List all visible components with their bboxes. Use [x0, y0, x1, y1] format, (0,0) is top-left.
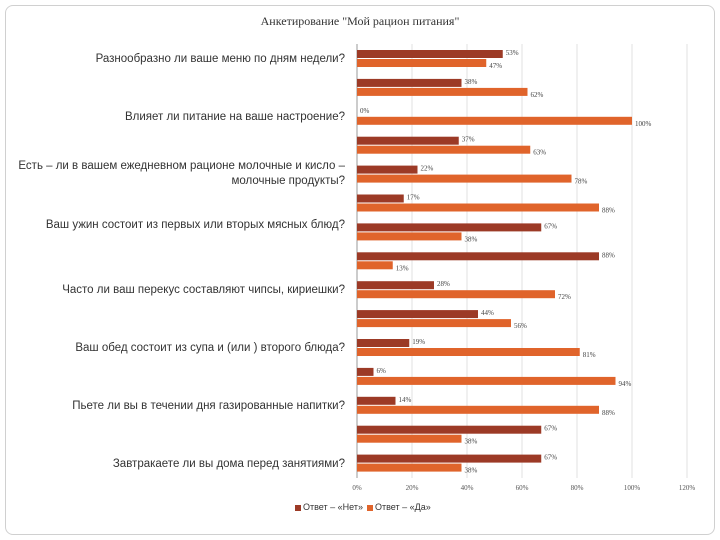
legend-item-yes: Ответ – «Да» — [366, 502, 431, 512]
bar-no — [357, 78, 462, 87]
bar-yes — [357, 59, 487, 67]
bar-no — [357, 396, 396, 405]
data-label-no: 53% — [506, 49, 519, 57]
question-label-4: Ваш ужин состоит из первых или вторых мя… — [45, 219, 345, 231]
data-label-yes: 78% — [575, 178, 588, 186]
data-label-no: 0% — [360, 107, 370, 115]
bar-yes — [357, 434, 462, 443]
data-label-no: 38% — [465, 78, 478, 86]
bar-no — [357, 339, 410, 347]
data-label-no: 67% — [544, 454, 557, 462]
data-label-yes: 94% — [619, 380, 632, 388]
bar-yes — [357, 348, 580, 356]
x-tick-label: 120% — [679, 484, 696, 492]
legend-swatch-yes — [366, 504, 373, 511]
data-label-yes: 88% — [602, 207, 615, 215]
data-label-no: 37% — [462, 136, 475, 144]
bar-yes — [357, 145, 531, 154]
question-label-5: Часто ли ваш перекус составляют чипсы, к… — [62, 284, 345, 296]
question-label-6: Ваш обед состоит из супа и (или ) второг… — [75, 342, 345, 354]
legend-swatch-no — [295, 504, 301, 511]
data-label-yes: 81% — [583, 351, 596, 359]
data-label-yes: 62% — [531, 91, 544, 99]
bar-no — [357, 136, 459, 145]
data-label-yes: 56% — [514, 322, 527, 330]
data-label-no: 67% — [544, 222, 557, 230]
question-label-2: Влияет ли питание на ваше настроение? — [124, 111, 345, 123]
x-tick-label: 0% — [352, 484, 362, 492]
data-label-no: 6% — [377, 367, 387, 375]
bar-no — [357, 50, 503, 58]
bar-no — [357, 194, 404, 203]
data-label-no: 28% — [437, 280, 450, 288]
question-label-8: Завтракаете ли вы дома перед занятиями? — [112, 458, 345, 470]
data-label-yes: 100% — [635, 120, 652, 128]
bar-no — [357, 281, 434, 290]
x-tick-label: 60% — [516, 484, 529, 492]
data-label-no: 17% — [407, 194, 420, 202]
data-label-no: 22% — [421, 165, 434, 173]
bar-yes — [357, 319, 511, 328]
bar-yes — [357, 405, 599, 414]
bar-yes — [357, 290, 555, 299]
bar-no — [357, 367, 374, 376]
question-label-3: Есть – ли в вашем ежедневном рационе мол… — [18, 160, 345, 187]
data-label-yes: 38% — [465, 438, 478, 446]
data-label-yes: 63% — [533, 149, 546, 157]
x-tick-label: 40% — [461, 484, 474, 492]
bar-no — [357, 425, 542, 434]
bar-yes — [357, 116, 632, 125]
bar-yes — [357, 261, 393, 270]
bar-no — [357, 223, 542, 232]
bar-no — [357, 252, 599, 261]
x-tick-label: 20% — [406, 484, 419, 492]
bar-yes — [357, 232, 462, 241]
bar-yes — [357, 203, 599, 212]
bar-no — [357, 310, 478, 319]
data-label-yes: 13% — [396, 264, 409, 272]
question-label-1: Разнообразно ли ваше меню по дням недели… — [95, 53, 345, 65]
data-label-yes: 38% — [465, 235, 478, 243]
x-tick-label: 80% — [571, 484, 584, 492]
bar-yes — [357, 463, 462, 472]
x-tick-label: 100% — [624, 484, 641, 492]
bar-yes — [357, 174, 572, 183]
legend-label-no: Ответ – «Нет» — [303, 502, 363, 512]
chart-title: Анкетирование "Мой рацион питания" — [260, 14, 460, 28]
bar-no — [357, 454, 542, 463]
data-label-yes: 47% — [489, 62, 502, 70]
data-label-no: 44% — [481, 309, 494, 317]
legend-label-yes: Ответ – «Да» — [374, 502, 431, 512]
bar-yes — [357, 376, 616, 385]
data-label-yes: 88% — [602, 409, 615, 417]
bar-no — [357, 165, 418, 174]
data-label-no: 19% — [412, 338, 425, 346]
legend-item-no: Ответ – «Нет» — [295, 502, 363, 512]
legend: Ответ – «Нет» Ответ – «Да» — [295, 502, 431, 512]
question-label-7: Пьете ли вы в течении дня газированные н… — [72, 400, 345, 412]
data-label-no: 14% — [399, 396, 412, 404]
data-label-yes: 72% — [558, 293, 571, 301]
bar-yes — [357, 87, 528, 96]
data-label-yes: 38% — [465, 467, 478, 475]
data-label-no: 88% — [602, 251, 615, 259]
data-label-no: 67% — [544, 425, 557, 433]
